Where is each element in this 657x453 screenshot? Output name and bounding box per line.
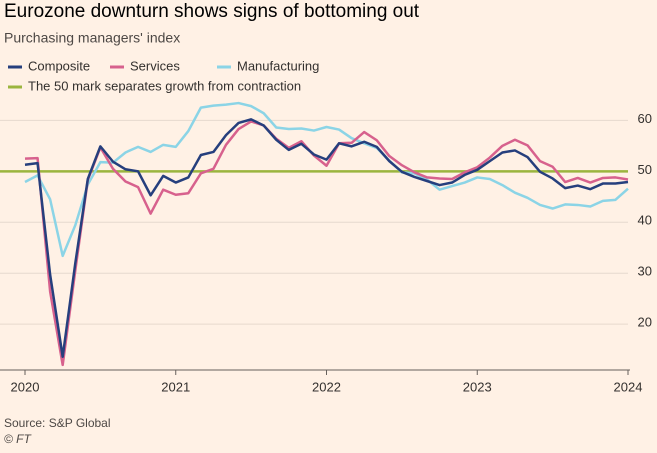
legend-label: Manufacturing bbox=[237, 58, 319, 73]
y-tick-label: 30 bbox=[638, 264, 652, 279]
source: Source: S&P Global bbox=[4, 416, 111, 430]
series-line bbox=[24, 101, 629, 258]
x-tick-label: 2023 bbox=[463, 379, 492, 394]
series-line bbox=[24, 120, 629, 367]
legend-label: The 50 mark separates growth from contra… bbox=[28, 78, 301, 93]
x-tick-label: 2022 bbox=[312, 379, 341, 394]
legend-label: Composite bbox=[28, 58, 90, 73]
series-line bbox=[24, 118, 629, 358]
chart-subtitle: Purchasing managers' index bbox=[4, 30, 180, 46]
credit: © FT bbox=[4, 432, 33, 446]
y-tick-label: 20 bbox=[638, 315, 652, 330]
x-tick-label: 2020 bbox=[11, 379, 40, 394]
y-tick-label: 50 bbox=[638, 162, 652, 177]
x-tick-label: 2021 bbox=[161, 379, 190, 394]
y-tick-label: 60 bbox=[638, 111, 652, 126]
y-tick-label: 40 bbox=[638, 213, 652, 228]
x-tick-label: 2024 bbox=[614, 379, 643, 394]
legend-label: Services bbox=[130, 58, 180, 73]
chart-title: Eurozone downturn shows signs of bottomi… bbox=[4, 1, 420, 22]
